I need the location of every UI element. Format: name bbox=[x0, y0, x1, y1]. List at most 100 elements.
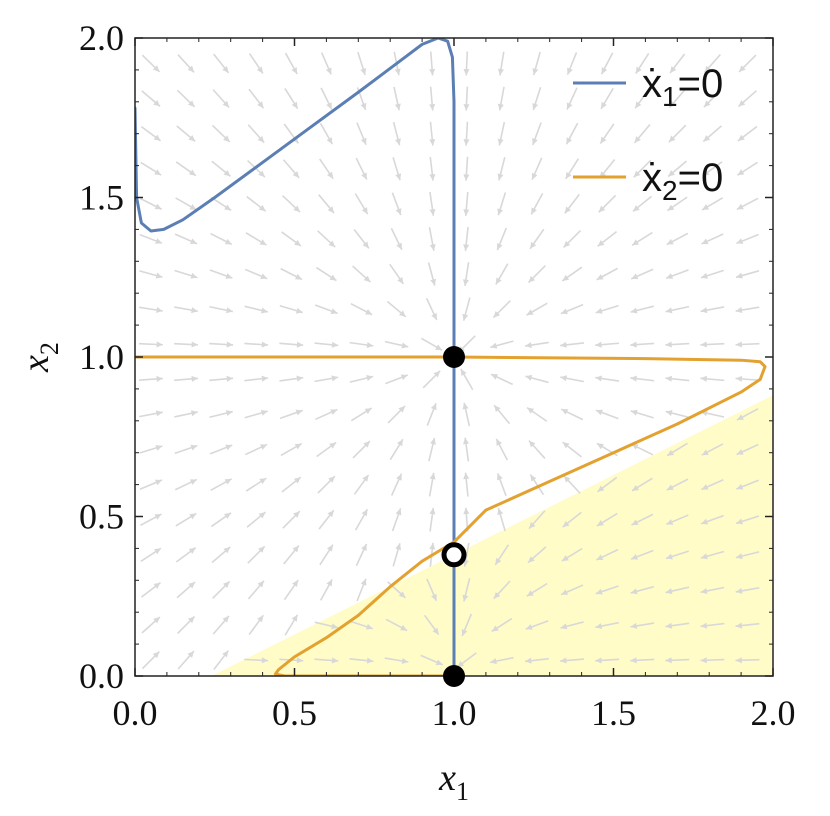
y-tick-label: 1.5 bbox=[79, 178, 124, 218]
field-arrow bbox=[595, 588, 603, 595]
field-arrow bbox=[497, 508, 504, 516]
field-arrow bbox=[261, 375, 269, 382]
field-arrow bbox=[562, 274, 570, 281]
field-arrow bbox=[530, 241, 537, 249]
field-arrow bbox=[496, 243, 503, 251]
field-arrow bbox=[525, 374, 533, 381]
field-arrow bbox=[395, 208, 402, 216]
field-arrow bbox=[154, 479, 162, 486]
field-arrow bbox=[703, 135, 711, 142]
field-arrow bbox=[598, 205, 606, 213]
field-arrow bbox=[188, 169, 196, 176]
field-arrow bbox=[330, 409, 338, 415]
field-arrow bbox=[257, 615, 264, 623]
field-arrow bbox=[429, 243, 436, 251]
field-arrow bbox=[462, 402, 469, 410]
field-arrow bbox=[703, 100, 711, 108]
field-arrow bbox=[530, 474, 537, 482]
field-arrow bbox=[291, 614, 298, 622]
field-arrow bbox=[261, 307, 268, 314]
field-arrow bbox=[361, 172, 367, 180]
field-arrow bbox=[462, 279, 469, 286]
field-arrow bbox=[187, 65, 195, 73]
field-arrow bbox=[491, 625, 499, 632]
field-arrow bbox=[260, 409, 268, 416]
field-arrow bbox=[560, 623, 568, 630]
field-arrow bbox=[327, 206, 335, 214]
stable-equilibrium-point bbox=[443, 665, 465, 687]
field-arrow bbox=[296, 657, 304, 664]
field-arrow bbox=[497, 138, 504, 146]
field-arrow bbox=[700, 553, 708, 560]
unstable-equilibrium-point bbox=[441, 542, 467, 568]
field-arrow bbox=[666, 238, 674, 245]
field-arrow bbox=[363, 275, 371, 283]
field-arrow bbox=[701, 449, 709, 456]
field-arrow bbox=[327, 510, 334, 518]
field-arrow bbox=[566, 137, 573, 145]
field-arrow bbox=[497, 103, 504, 111]
field-arrow bbox=[562, 442, 570, 449]
field-arrow bbox=[366, 375, 374, 381]
field-arrow bbox=[666, 273, 674, 279]
field-arrow bbox=[187, 651, 194, 658]
field-arrow bbox=[736, 238, 744, 244]
field-arrow bbox=[223, 169, 231, 177]
field-arrow bbox=[431, 593, 437, 601]
y-tick-label: 1.0 bbox=[79, 337, 124, 377]
field-arrow bbox=[260, 444, 268, 450]
field-arrow bbox=[330, 308, 338, 314]
field-arrow bbox=[665, 410, 673, 416]
field-arrow bbox=[397, 276, 404, 284]
field-arrow bbox=[395, 173, 402, 181]
field-arrow bbox=[665, 657, 672, 664]
field-arrow bbox=[396, 439, 403, 447]
field-arrow bbox=[155, 272, 163, 279]
field-arrow bbox=[366, 341, 374, 349]
field-arrow bbox=[596, 554, 604, 560]
field-arrow bbox=[292, 545, 299, 553]
field-arrow bbox=[154, 203, 162, 210]
field-arrow bbox=[430, 437, 436, 445]
field-arrow bbox=[463, 209, 470, 216]
field-arrow bbox=[429, 209, 436, 216]
field-arrow bbox=[630, 622, 638, 629]
field-arrow bbox=[566, 102, 573, 110]
field-arrow bbox=[532, 137, 538, 145]
field-arrow bbox=[631, 444, 639, 450]
field-arrow bbox=[631, 484, 639, 491]
field-arrow bbox=[398, 405, 406, 413]
field-arrow bbox=[596, 520, 604, 526]
field-arrow bbox=[462, 594, 469, 602]
stable-equilibrium-point bbox=[443, 346, 465, 368]
field-arrow bbox=[188, 100, 195, 107]
field-arrow bbox=[735, 622, 743, 629]
field-arrow bbox=[527, 556, 535, 563]
field-arrow bbox=[562, 520, 570, 528]
field-arrow bbox=[260, 273, 268, 280]
field-arrow bbox=[326, 137, 333, 145]
field-arrow bbox=[258, 204, 266, 212]
field-arrow bbox=[463, 472, 470, 480]
field-arrow bbox=[493, 310, 501, 318]
field-arrow bbox=[152, 651, 160, 659]
x-tick-label: 1.0 bbox=[432, 693, 477, 733]
field-arrow bbox=[700, 587, 708, 594]
field-arrow bbox=[189, 479, 197, 485]
field-arrow bbox=[429, 139, 436, 146]
field-arrow bbox=[561, 409, 569, 415]
field-arrow bbox=[700, 272, 708, 279]
field-arrow bbox=[700, 657, 707, 664]
field-arrow bbox=[331, 341, 339, 348]
field-arrow bbox=[326, 579, 333, 587]
field-arrow bbox=[630, 341, 637, 348]
field-arrow bbox=[360, 137, 367, 145]
field-arrow bbox=[665, 307, 673, 314]
y-axis-label: x2 bbox=[15, 342, 64, 373]
field-arrow bbox=[257, 101, 264, 109]
field-arrow bbox=[665, 622, 673, 629]
field-arrow bbox=[293, 477, 301, 484]
field-arrow bbox=[156, 307, 163, 314]
field-arrow bbox=[457, 661, 465, 668]
